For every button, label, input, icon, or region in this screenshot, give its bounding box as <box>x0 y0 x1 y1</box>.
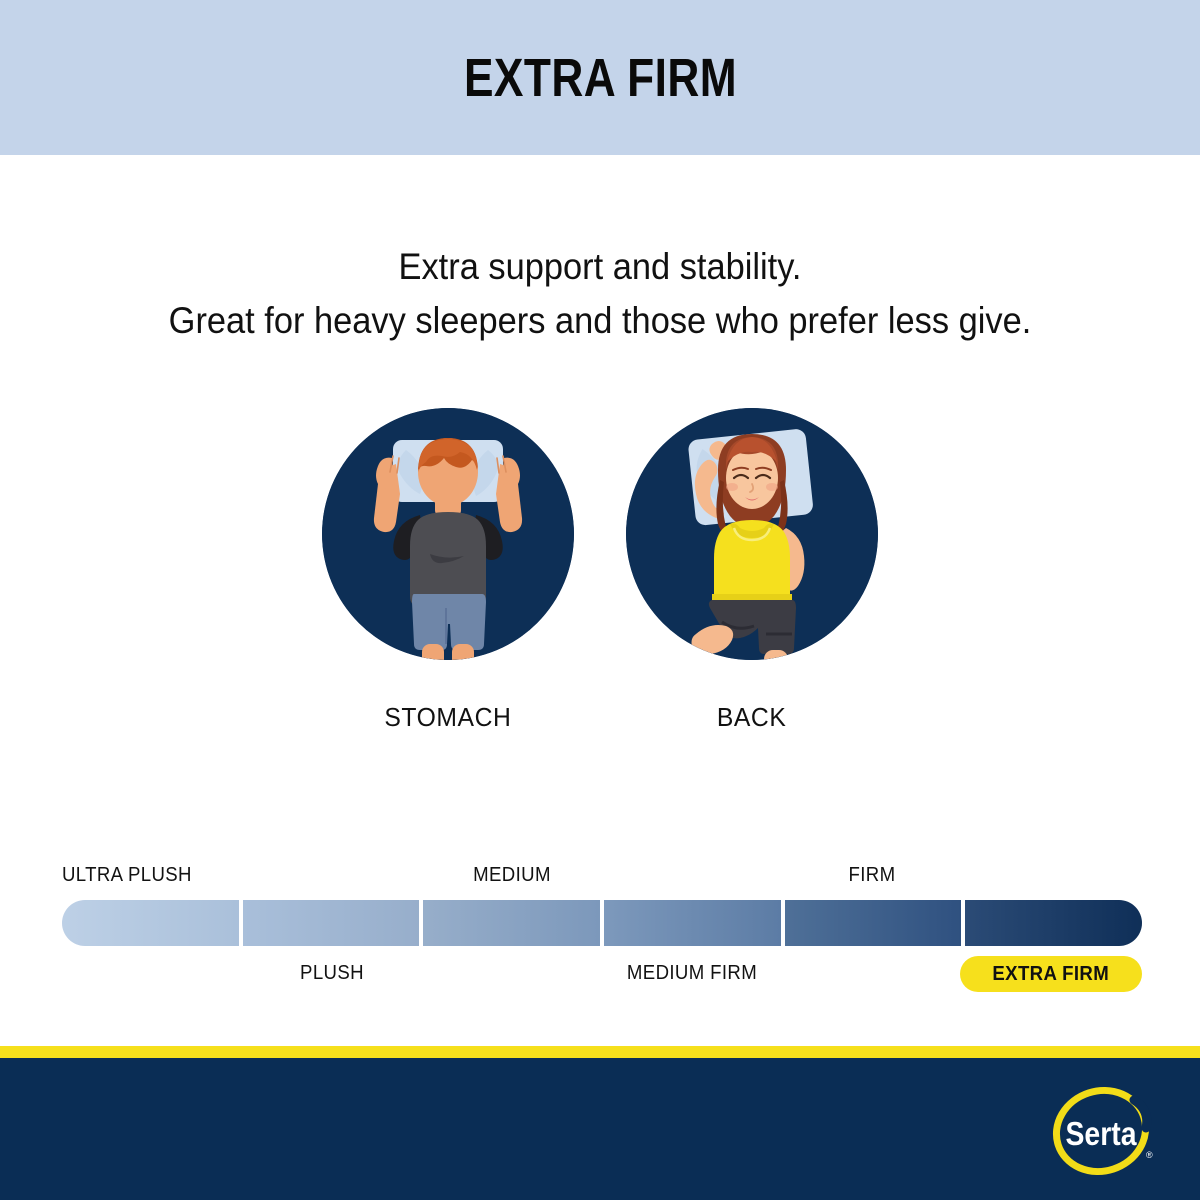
registered-mark: ® <box>1146 1150 1153 1160</box>
serta-wordmark: Serta <box>1066 1115 1138 1153</box>
serta-logo-svg: Serta ® <box>1052 1086 1153 1176</box>
subtitle-line-2: Great for heavy sleepers and those who p… <box>168 299 1032 341</box>
sleep-positions-group: STOMACH <box>0 408 1200 733</box>
page-footer: Serta ® <box>0 1058 1200 1200</box>
subtitle-line-1: Extra support and stability. <box>398 246 802 287</box>
firmness-segment-medium[interactable] <box>423 900 601 946</box>
page-header: EXTRA FIRM <box>0 0 1200 155</box>
subtitle-block: Extra support and stability. Great for h… <box>0 240 1200 347</box>
firmness-scale-bar[interactable] <box>62 900 1143 946</box>
firmness-segment-medium-firm[interactable] <box>604 900 781 946</box>
sleep-position-label-stomach: STOMACH <box>384 702 512 732</box>
footer-accent-stripe <box>0 1046 1200 1058</box>
serta-logo[interactable]: Serta ® <box>1042 1082 1160 1180</box>
firmness-label-ultra-plush: ULTRA PLUSH <box>62 864 192 886</box>
back-sleeper-svg <box>626 408 878 660</box>
firmness-segment-ultra-plush[interactable] <box>62 900 239 946</box>
firmness-segment-extra-firm[interactable] <box>965 900 1143 946</box>
firmness-segment-plush[interactable] <box>242 900 420 946</box>
firmness-scale: ULTRA PLUSH MEDIUM FIRM PLUSH MEDIUM FIR… <box>62 862 1143 992</box>
page-title: EXTRA FIRM <box>463 47 737 108</box>
firmness-selected-label: EXTRA FIRM <box>992 962 1110 985</box>
firmness-label-firm: FIRM <box>848 864 896 886</box>
firmness-label-plush: PLUSH <box>300 962 364 984</box>
firmness-segment-firm[interactable] <box>784 900 962 946</box>
back-sleeper-illustration <box>626 408 878 660</box>
firmness-label-medium: MEDIUM <box>473 864 551 886</box>
sleep-position-back: BACK <box>621 408 883 733</box>
stomach-sleeper-illustration <box>322 408 574 660</box>
firmness-labels-above: ULTRA PLUSH MEDIUM FIRM <box>62 862 1142 892</box>
firmness-selected-badge[interactable]: EXTRA FIRM <box>960 956 1142 992</box>
firmness-labels-below: PLUSH MEDIUM FIRM EXTRA FIRM <box>62 956 1142 992</box>
sleep-position-stomach: STOMACH <box>317 408 579 733</box>
sleep-position-label-back: BACK <box>717 702 787 732</box>
firmness-label-medium-firm: MEDIUM FIRM <box>626 962 758 984</box>
stomach-sleeper-svg <box>322 408 574 660</box>
